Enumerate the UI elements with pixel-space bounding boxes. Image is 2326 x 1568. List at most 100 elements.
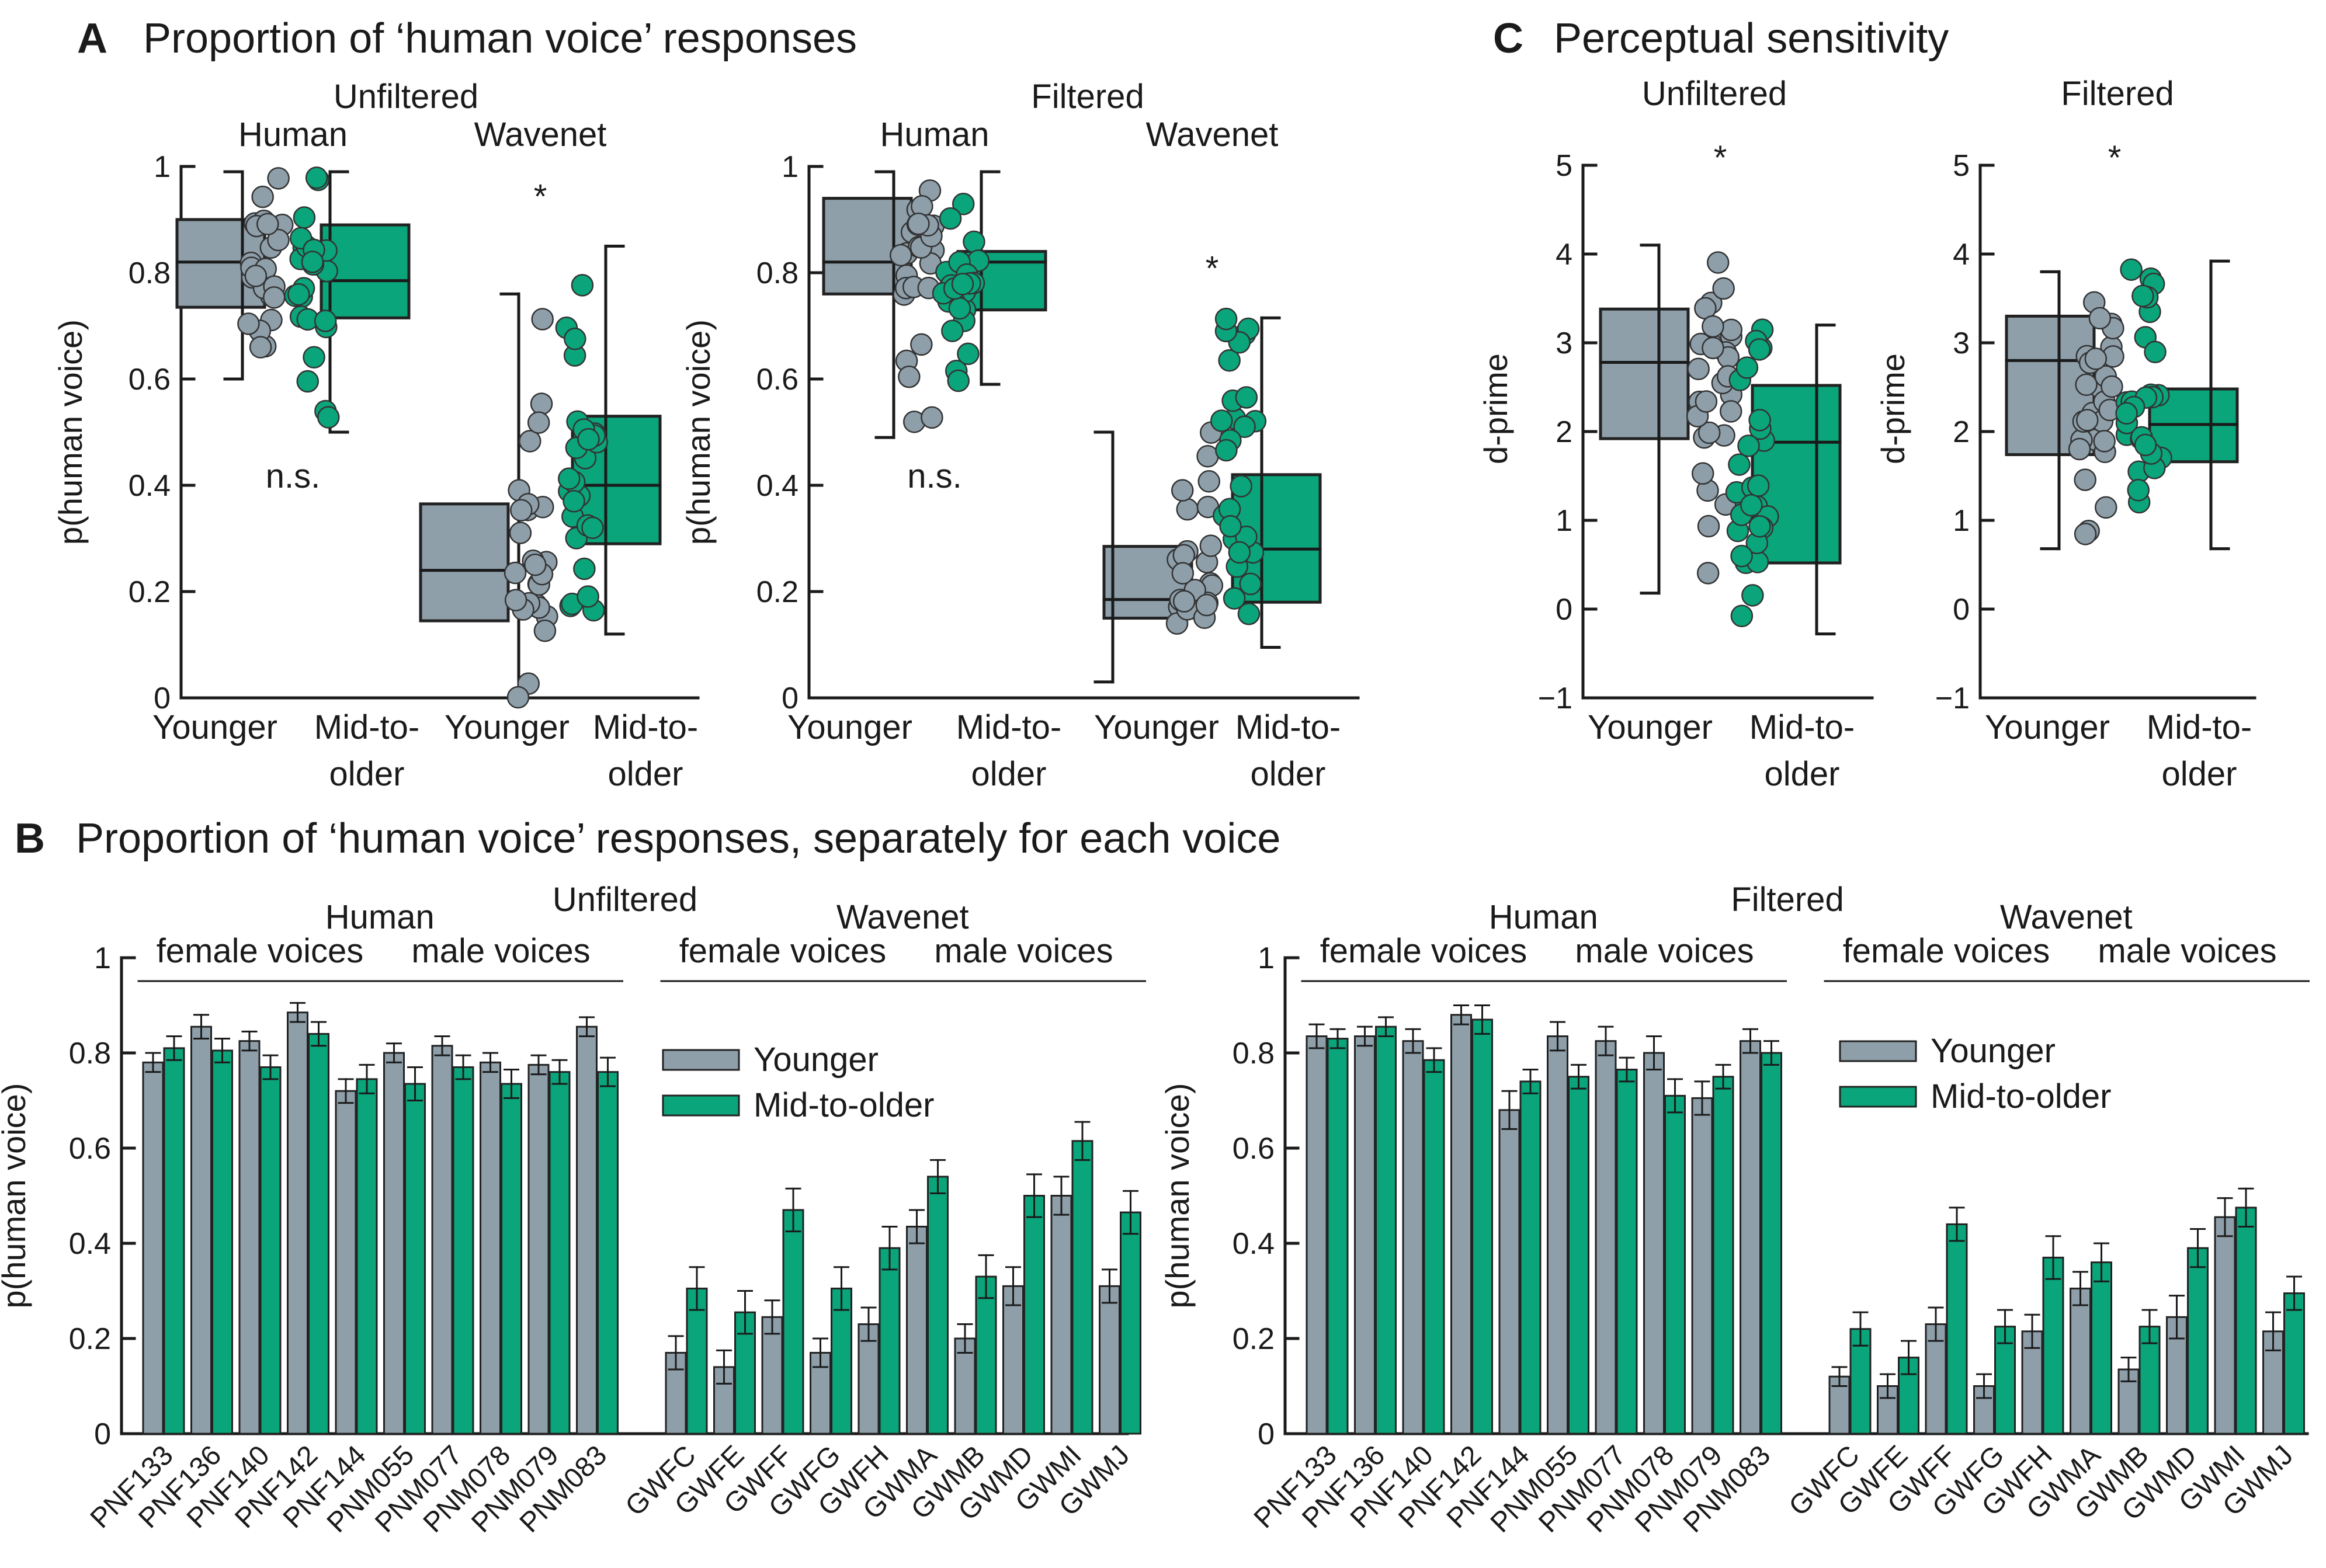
- panel-c-unfiltered-younger-point: [1687, 357, 1710, 381]
- panel-a-filtered-human-older-point: [948, 297, 971, 320]
- panel-b-filtered-bar-younger: [1450, 1014, 1472, 1435]
- panel-a-filtered-human-older-point: [939, 207, 962, 230]
- panel-b-unfiltered-bar-younger: [383, 1052, 405, 1435]
- panel-b-unfiltered-bar-older: [211, 1049, 233, 1435]
- panel-b-unfiltered-bar-older: [597, 1071, 619, 1435]
- panel-a-unfiltered-y-tick-label: 0.4: [129, 469, 171, 503]
- panel-b-unfiltered-bar-younger: [713, 1366, 735, 1435]
- panel-a-chart: 0 0.2 0.4 0.6 0.8 1 Unfiltered p(human voice) Hu…: [52, 78, 1360, 793]
- panel-a-unfiltered-human-xlabel-older-1: Mid-to-: [314, 708, 419, 746]
- panel-b-unfiltered-voice-type-label: Wavenet: [836, 898, 969, 936]
- panel-c-unfiltered-younger-point: [1697, 514, 1720, 538]
- panel-c-filtered-y-tick-label: 4: [1953, 238, 1970, 272]
- panel-b-unfiltered-bar-younger: [527, 1063, 550, 1435]
- panel-b-filtered-bar-older: [1946, 1223, 1968, 1435]
- panel-b-filtered-bar-younger: [1691, 1097, 1713, 1435]
- panel-a-unfiltered-human-younger-point: [267, 228, 290, 252]
- panel-c-unfiltered-younger-box: [1599, 307, 1690, 440]
- panel-b-filtered-legend-label: Mid-to-older: [1931, 1077, 2111, 1115]
- panel-b-filtered-bar-older: [1712, 1076, 1734, 1435]
- panel-b-unfiltered-condition-label: Unfiltered: [553, 881, 697, 919]
- panel-c-unfiltered-older-point: [1730, 544, 1753, 568]
- panel-a-unfiltered-human-older-point: [303, 346, 325, 369]
- panel-b-unfiltered-bar-younger: [761, 1316, 783, 1435]
- panel-b-unfiltered-bar-older: [734, 1311, 756, 1435]
- panel-a-filtered-human-younger-point: [910, 333, 933, 356]
- panel-a-unfiltered-human-older-point: [296, 370, 319, 393]
- panel-b-filtered-group-label: female voices: [1320, 932, 1527, 970]
- panel-c-unfiltered-older-point: [1730, 604, 1754, 628]
- panel-a-filtered-y-tick-label: 0.2: [756, 575, 799, 609]
- panel-c-unfiltered-older-point: [1741, 584, 1764, 607]
- panel-b-filtered-legend-label: Younger: [1931, 1032, 2056, 1070]
- panel-c-unfiltered-y-label: d-prime: [1477, 353, 1514, 464]
- panel-c-filtered-older-point: [2131, 284, 2154, 308]
- panel-c-unfiltered-younger-point: [1712, 277, 1735, 300]
- panel-b-filtered-y-tick-label: 0.8: [1233, 1037, 1275, 1070]
- panel-c-filtered-younger-point: [2068, 437, 2091, 461]
- panel-c-unfiltered-y-tick-label: 5: [1556, 149, 1572, 183]
- panel-b-filtered-bar-younger: [1925, 1323, 1947, 1435]
- panel-c-filtered-older-point: [2144, 340, 2167, 364]
- panel-a-unfiltered-wavenet-xlabel-younger: Younger: [445, 708, 570, 746]
- panel-c-filtered-younger-point: [2101, 375, 2123, 398]
- panel-b-unfiltered-bar-younger: [480, 1061, 501, 1435]
- panel-c-unfiltered-xlabel-older-1: Mid-to-: [1749, 708, 1855, 746]
- panel-b-unfiltered-bar-older: [1120, 1211, 1141, 1435]
- panel-a-unfiltered-wavenet-older-point: [581, 516, 604, 540]
- panel-a-unfiltered-human-younger-point: [237, 312, 260, 335]
- panel-b-filtered-bar-older: [2235, 1207, 2257, 1435]
- panel-b-unfiltered-legend-swatch: [662, 1049, 740, 1071]
- panel-b-filtered-bar-older: [2283, 1292, 2305, 1435]
- panel-a-unfiltered-human-xlabel-younger: Younger: [152, 708, 277, 746]
- panel-a-unfiltered-human-older-point: [305, 166, 328, 189]
- panel-c-filtered-y-tick-label: −1: [1935, 682, 1970, 715]
- panel-b-filtered-bar-older: [1423, 1059, 1445, 1435]
- panel-a-filtered-human-xlabel-older-1: Mid-to-: [956, 708, 1061, 746]
- panel-a-filtered-y-tick-label: 0.8: [756, 256, 799, 290]
- panel-b-unfiltered-bar-older: [259, 1066, 282, 1435]
- panel-b-unfiltered-bar-younger: [190, 1025, 212, 1435]
- panel-a-filtered-wavenet-younger-point: [1199, 534, 1223, 557]
- panel-b-unfiltered-y-tick-label: 0.2: [69, 1322, 111, 1356]
- panel-a-unfiltered-wavenet-older-point: [571, 274, 594, 297]
- panel-c-filtered-older-point: [2134, 433, 2157, 457]
- panel-c-unfiltered-younger-point: [1702, 336, 1724, 360]
- panel-b-unfiltered-bar-older: [356, 1078, 378, 1435]
- panel-c-unfiltered-annotation: *: [1714, 139, 1727, 177]
- panel-a-unfiltered-wavenet-older-point: [564, 328, 586, 350]
- panel-a-filtered-wavenet-voice-label: Wavenet: [1146, 116, 1279, 154]
- panel-a-filtered-human-older-point: [951, 273, 974, 295]
- panel-c-chart: −1 0 1 2 3 4 5 Unfiltered d-prime * Younger Mid-to-…: [1477, 75, 2256, 793]
- panel-b-unfiltered-bar-older: [501, 1083, 522, 1435]
- panel-a-unfiltered-human-older-point: [301, 251, 324, 273]
- panel-a-unfiltered-human-xlabel-older-2: older: [329, 755, 405, 793]
- panel-b-filtered-group-label: male voices: [2098, 932, 2276, 970]
- panel-b-unfiltered-bar-younger: [858, 1323, 880, 1435]
- panel-b-unfiltered-bar-younger: [906, 1225, 928, 1435]
- panel-c-filtered-xlabel-older-2: older: [2162, 755, 2237, 793]
- panel-a-unfiltered-wavenet-younger-box: [419, 502, 510, 623]
- panel-b-unfiltered-y-tick-label: 1: [94, 941, 111, 975]
- panel-a-unfiltered-wavenet-older-point: [558, 467, 581, 490]
- panel-a-unfiltered-y-tick-label: 1: [154, 150, 171, 184]
- panel-a-unfiltered-wavenet-younger-point: [509, 521, 532, 544]
- panel-a-filtered-y-tick-label: 0.4: [756, 469, 799, 503]
- panel-c-unfiltered-younger-point: [1697, 421, 1721, 444]
- panel-b-filtered-y-tick-label: 0.4: [1233, 1227, 1275, 1261]
- panel-a-filtered-wavenet-older-point: [1230, 475, 1252, 498]
- panel-a-unfiltered-y-tick-label: 0.8: [129, 256, 171, 290]
- panel-c-unfiltered-older-point: [1748, 338, 1771, 361]
- panel-c-unfiltered-y-tick-label: −1: [1538, 682, 1572, 715]
- panel-a-unfiltered-human-older-point: [314, 310, 337, 332]
- panel-b-filtered-bar-younger: [1354, 1035, 1376, 1435]
- panel-a-unfiltered-wavenet-younger-point: [506, 686, 530, 709]
- panel-c-filtered-xlabel-younger: Younger: [1985, 708, 2110, 746]
- panel-b-filtered-bar-older: [1664, 1094, 1686, 1435]
- panel-a-filtered-wavenet-annotation: *: [1206, 249, 1219, 287]
- panel-c-unfiltered-older-point: [1748, 409, 1771, 432]
- panel-c-unfiltered-younger-point: [1695, 390, 1718, 413]
- panel-b-unfiltered-bar-older: [404, 1083, 426, 1435]
- panel-b-filtered-condition-label: Filtered: [1731, 881, 1844, 919]
